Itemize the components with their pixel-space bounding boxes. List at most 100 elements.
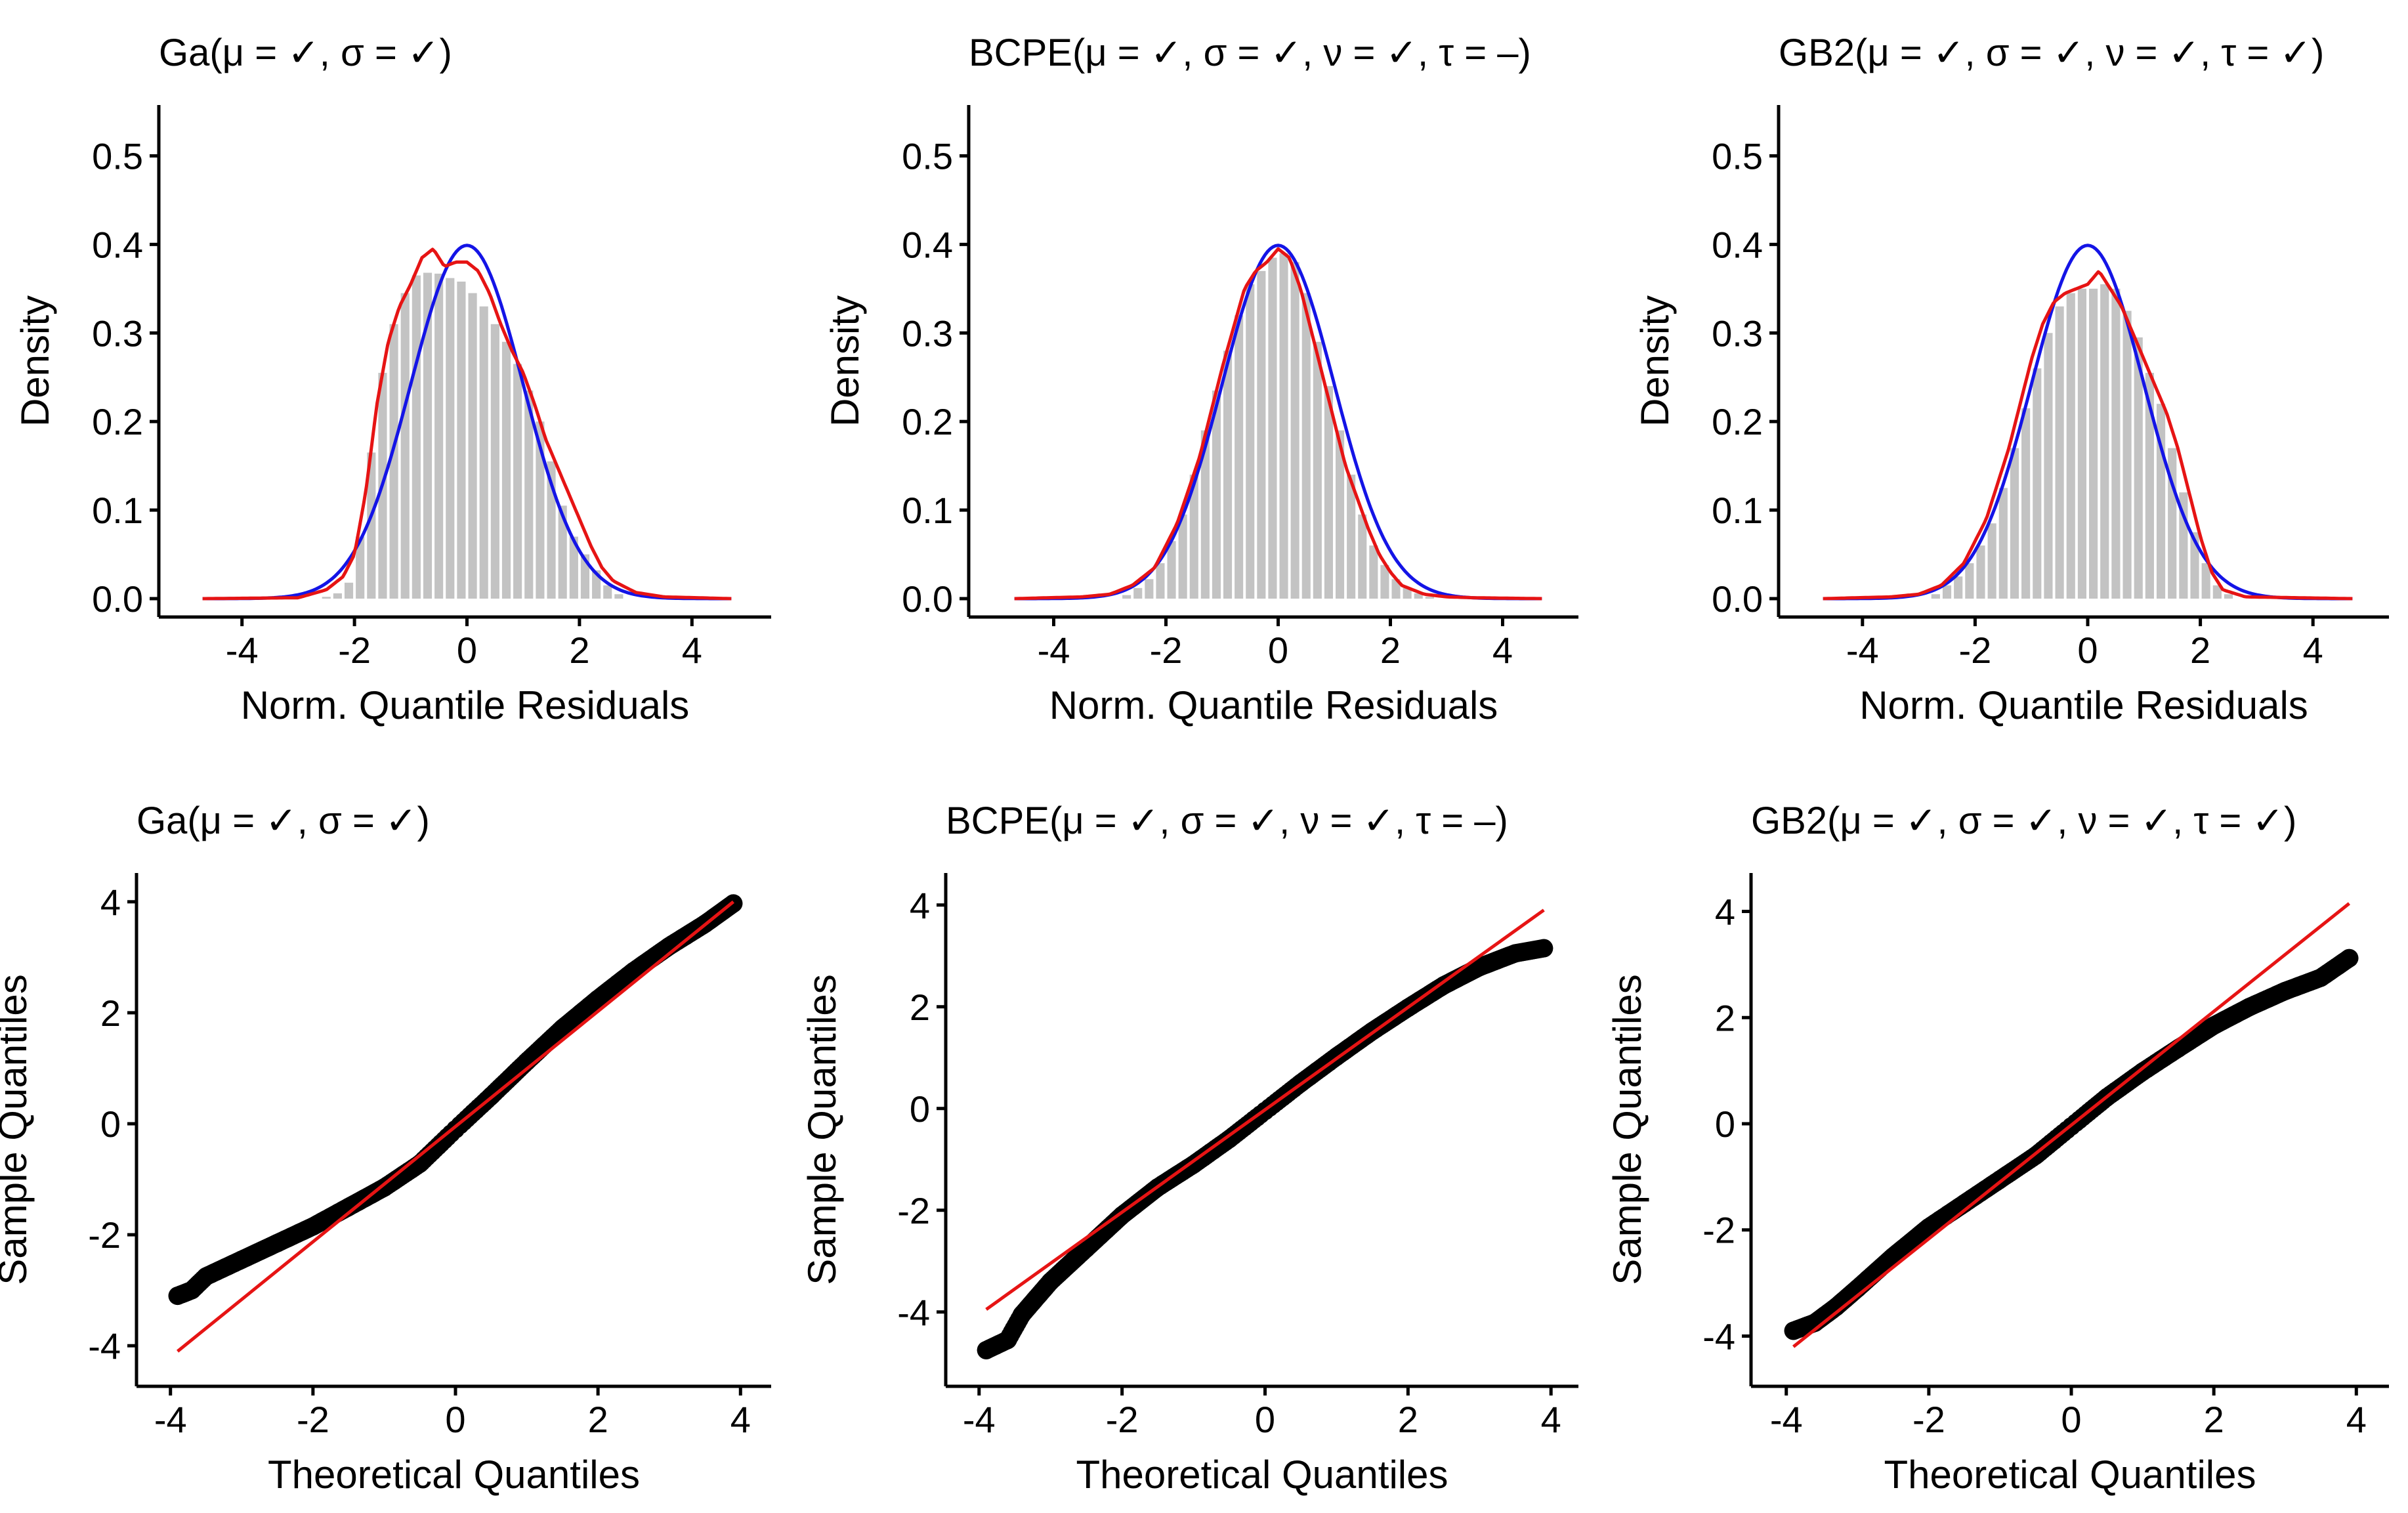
histogram-bar	[2111, 288, 2121, 599]
x-tick-label: -2	[1150, 629, 1183, 671]
histogram-bar	[423, 272, 433, 599]
x-axis-label: Norm. Quantile Residuals	[1859, 683, 2308, 727]
histogram-bar	[1931, 594, 1940, 599]
histogram-bar	[1403, 587, 1412, 599]
x-tick-label: -2	[1959, 629, 1992, 671]
kernel-density-line	[1823, 270, 2353, 601]
histogram-bar	[2100, 284, 2109, 599]
histogram-bar	[457, 282, 466, 599]
histogram-bar	[1414, 593, 1423, 599]
histogram-bar	[446, 278, 455, 599]
qq-point	[232, 1250, 251, 1269]
kernel-density-line	[202, 247, 732, 601]
kernel-density-line	[1014, 247, 1542, 601]
panels: Ga(μ = ✓, σ = ✓) 0.0 0.1 0.2 0.3 0.4 0.5 -4 -2 0 2…	[0, 32, 2389, 1497]
panel-title: GB2(μ = ✓, σ = ✓, ν = ✓, τ = ✓)	[1779, 32, 2324, 74]
x-tick-label: 0	[457, 629, 477, 671]
y-axis-label: Density	[13, 295, 57, 427]
histogram-bar	[603, 585, 612, 599]
x-tick-label: -2	[1912, 1399, 1945, 1440]
histogram-bar	[1246, 284, 1255, 599]
histogram-bar	[1336, 430, 1345, 599]
panel-qq-bcpe: BCPE(μ = ✓, σ = ✓, ν = ✓, τ = –) -4 -2 0 2 4 -…	[800, 799, 1578, 1497]
x-tick-label: 2	[1380, 629, 1401, 671]
histogram-bar	[1324, 386, 1333, 599]
y-tick-label: 0.3	[92, 312, 143, 354]
histogram-bar	[2010, 448, 2019, 599]
qq-point	[1220, 1130, 1238, 1149]
y-tick-label: 0.5	[1712, 135, 1763, 177]
histogram-bar	[2066, 293, 2075, 599]
histogram-bar	[569, 536, 578, 599]
histogram-bar	[524, 390, 534, 599]
histogram-bar	[490, 324, 499, 599]
histogram-bar	[1200, 430, 1210, 599]
qq-point	[339, 1197, 358, 1216]
histogram-bar	[1301, 293, 1311, 599]
histogram-bar	[501, 341, 511, 599]
qq-point	[1784, 1321, 1803, 1340]
histogram-bar	[1212, 390, 1221, 599]
qq-point	[168, 1287, 187, 1306]
y-tick-label: 0.2	[1712, 401, 1763, 442]
histogram-bar	[367, 452, 376, 599]
y-tick-label: 2	[100, 992, 121, 1034]
y-tick-label: -2	[1702, 1210, 1735, 1251]
panel-title: GB2(μ = ✓, σ = ✓, ν = ✓, τ = ✓)	[1751, 799, 2296, 842]
x-axis-label: Norm. Quantile Residuals	[1049, 683, 1498, 727]
y-tick-label: -4	[1702, 1315, 1735, 1357]
histogram-bar	[2123, 310, 2132, 599]
histogram-bar	[558, 505, 567, 599]
y-tick-label: 2	[1715, 997, 1735, 1038]
qq-point	[998, 1331, 1017, 1350]
y-tick-label: 0.5	[92, 135, 143, 177]
qq-point	[977, 1340, 996, 1359]
qq-point	[375, 1178, 394, 1197]
histogram-bar	[322, 597, 331, 599]
qq-point	[624, 962, 643, 981]
histogram-bar	[1156, 563, 1165, 599]
histogram-bar	[1942, 585, 1952, 599]
y-tick-label: 0.4	[92, 224, 143, 265]
histogram-bar	[389, 324, 398, 599]
histogram-bar	[2021, 408, 2031, 599]
histogram-bar	[2145, 372, 2154, 599]
histogram-bar	[1976, 545, 1985, 599]
y-tick-label: 4	[1715, 891, 1735, 933]
qq-point	[1041, 1272, 1060, 1291]
histogram-bar	[2055, 306, 2064, 599]
y-axis-label: Density	[823, 295, 867, 427]
x-tick-label: -4	[154, 1399, 187, 1440]
y-tick-label: 0.1	[1712, 490, 1763, 531]
y-tick-label: 2	[910, 987, 930, 1028]
qq-point	[1534, 939, 1553, 958]
panel-qq-gb2: GB2(μ = ✓, σ = ✓, ν = ✓, τ = ✓) -4 -2 0 2 4 -4…	[1605, 799, 2389, 1497]
qq-point	[589, 989, 608, 1008]
qq-point	[1919, 1218, 1938, 1237]
histogram-bar	[1235, 315, 1244, 599]
histogram-bar	[513, 364, 522, 599]
x-tick-label: 2	[1398, 1399, 1418, 1440]
x-tick-label: -4	[963, 1399, 996, 1440]
x-tick-label: 0	[1255, 1399, 1275, 1440]
histogram-bar	[1145, 579, 1154, 599]
y-tick-label: 0	[910, 1088, 930, 1130]
qq-point	[1470, 958, 1489, 977]
panel-density-gb2: GB2(μ = ✓, σ = ✓, ν = ✓, τ = ✓) 0.0 0.1 0.2…	[1633, 32, 2389, 727]
x-tick-label: -2	[1106, 1399, 1139, 1440]
histogram-bar	[2201, 563, 2210, 599]
y-tick-label: 0	[100, 1103, 121, 1145]
histogram-bar	[1965, 563, 1974, 599]
qq-point	[2168, 1039, 2187, 1058]
x-tick-label: -4	[1770, 1399, 1803, 1440]
histogram-bar	[1954, 576, 1963, 599]
histogram-bar	[1189, 475, 1198, 599]
histogram-bar	[1133, 587, 1143, 599]
histogram-bar	[536, 421, 545, 599]
panel-title: Ga(μ = ✓, σ = ✓)	[137, 799, 430, 842]
x-axis-label: Theoretical Quantiles	[268, 1453, 640, 1497]
histogram-bar	[356, 536, 365, 599]
histogram-bar	[2190, 532, 2199, 599]
x-tick-label: -4	[1038, 629, 1070, 671]
